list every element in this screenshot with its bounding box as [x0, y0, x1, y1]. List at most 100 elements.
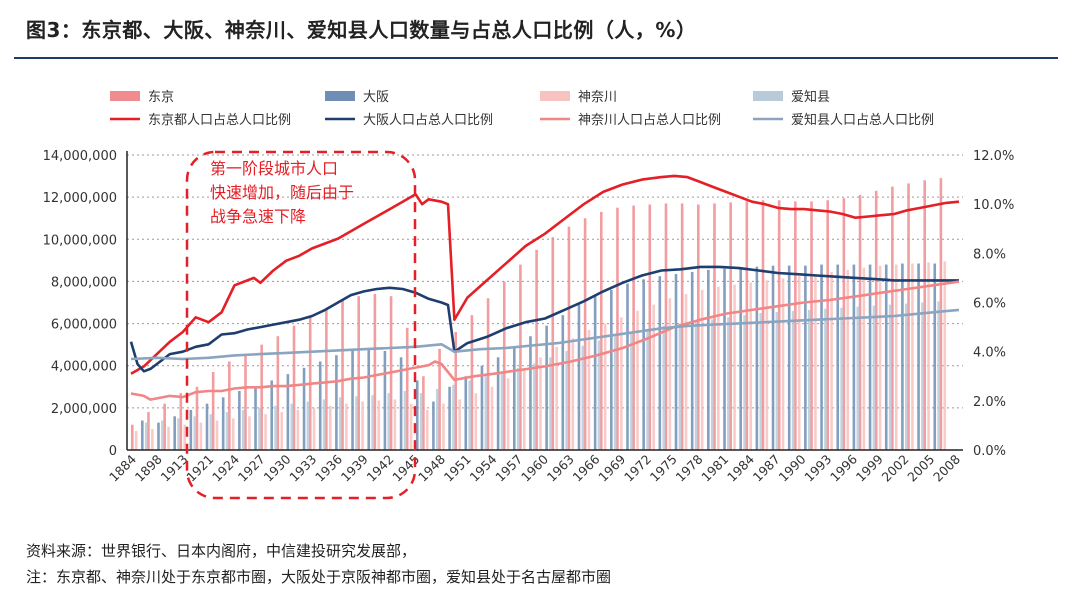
bar-kanagawa_bar [442, 403, 445, 450]
bar-kanagawa_bar [264, 414, 267, 450]
y-right-tick-label: 10.0% [973, 198, 1014, 213]
bar-osaka_bar [529, 336, 532, 450]
bar-osaka_bar [189, 409, 193, 450]
bar-aichi_bar [904, 303, 908, 450]
bar-tokyo_bar [713, 203, 716, 450]
x-tick-label: 1969 [595, 451, 628, 484]
bar-tokyo_bar [405, 327, 409, 450]
bar-osaka_bar [335, 355, 338, 450]
legend-label-osaka_line: 大阪人口占总人口比例 [363, 113, 493, 128]
bar-osaka_bar [723, 268, 726, 450]
bar-aichi_bar [193, 416, 197, 450]
bar-aichi_bar [338, 397, 342, 450]
bar-kanagawa_bar [830, 271, 833, 450]
bar-aichi_bar [241, 409, 245, 450]
bar-kanagawa_bar [911, 263, 914, 450]
y-right-tick-label: 0.0% [973, 444, 1006, 459]
bar-osaka_bar [836, 264, 840, 450]
bar-osaka_bar [286, 374, 290, 450]
bar-osaka_bar [464, 376, 468, 450]
x-tick-label: 2005 [904, 452, 937, 485]
bar-tokyo_bar [276, 336, 280, 450]
bar-kanagawa_bar [862, 267, 866, 450]
bar-aichi_bar [355, 396, 358, 450]
bar-tokyo_bar [923, 180, 927, 450]
bar-aichi_bar [727, 317, 730, 450]
bar-osaka_bar [270, 380, 274, 450]
bar-kanagawa_bar [328, 405, 332, 450]
bar-kanagawa_bar [458, 399, 461, 450]
bar-osaka_bar [787, 265, 791, 450]
bar-kanagawa_bar [167, 426, 170, 450]
bar-kanagawa_bar [717, 286, 720, 450]
bar-osaka_bar [399, 357, 403, 450]
line-aichi_line [130, 308, 960, 361]
bar-tokyo_bar [292, 325, 296, 450]
bar-aichi_bar [791, 310, 795, 450]
bar-tokyo_bar [939, 178, 943, 450]
bar-kanagawa_bar [523, 367, 526, 450]
bar-kanagawa_bar [280, 412, 284, 450]
bar-kanagawa_bar [151, 428, 154, 450]
x-tick-label: 1954 [467, 451, 500, 484]
bar-aichi_bar [468, 380, 471, 450]
bar-osaka_bar [545, 325, 548, 450]
x-tick-label: 1927 [235, 452, 268, 485]
bar-kanagawa_bar [506, 378, 510, 450]
y-right-tick-label: 12.0% [973, 149, 1014, 164]
bar-kanagawa_bar [312, 407, 316, 450]
x-tick-label: 1930 [261, 451, 294, 484]
bar-tokyo_bar [502, 281, 506, 450]
bar-kanagawa_bar [134, 431, 138, 450]
bar-tokyo_bar [341, 300, 344, 450]
y-left-tick-label: 4,000,000 [51, 360, 117, 375]
bar-tokyo_bar [697, 204, 700, 450]
x-tick-label: 1999 [853, 451, 886, 484]
bar-tokyo_bar [777, 200, 781, 450]
bar-osaka_bar [157, 422, 160, 450]
bar-aichi_bar [921, 302, 924, 450]
x-tick-label: 1898 [132, 451, 165, 484]
bar-kanagawa_bar [927, 262, 930, 450]
bar-tokyo_bar [325, 308, 328, 450]
gridlines [127, 154, 963, 409]
bar-kanagawa_bar [425, 409, 429, 450]
bar-aichi_bar [597, 340, 601, 450]
bar-osaka_bar [432, 401, 435, 450]
bar-kanagawa_bar [652, 304, 655, 450]
bar-osaka_bar [512, 346, 516, 450]
bar-osaka_bar [383, 350, 387, 450]
bar-aichi_bar [322, 399, 326, 450]
bar-tokyo_bar [842, 198, 846, 450]
bar-osaka_bar [658, 276, 662, 450]
bar-kanagawa_bar [603, 323, 607, 450]
y-right-tick-label: 8.0% [973, 247, 1006, 262]
bar-aichi_bar [403, 391, 407, 450]
x-tick-label: 1948 [415, 451, 448, 484]
bar-kanagawa_bar [814, 274, 817, 450]
x-tick-label: 1924 [209, 451, 242, 484]
line-series [129, 174, 960, 401]
bar-aichi_bar [840, 307, 843, 450]
annotation-text-line-3: 战争急速下降 [210, 207, 306, 226]
bar-tokyo_bar [583, 218, 587, 450]
bar-aichi_bar [484, 376, 488, 450]
bar-aichi_bar [306, 401, 310, 450]
bar-kanagawa_bar [474, 393, 478, 450]
bar-kanagawa_bar [571, 338, 575, 450]
x-tick-label: 1978 [673, 451, 706, 484]
bar-kanagawa_bar [199, 422, 203, 450]
bar-aichi_bar [759, 313, 763, 450]
bar-aichi_bar [872, 305, 876, 450]
x-tick-label: 1963 [544, 452, 577, 485]
bar-aichi_bar [500, 372, 504, 450]
legend-label-aichi_line: 爱知县人口占总人口比例 [791, 112, 934, 128]
bar-osaka_bar [173, 416, 176, 450]
x-tick-label: 1984 [724, 451, 757, 484]
bar-kanagawa_bar [733, 284, 736, 450]
bar-osaka_bar [804, 265, 807, 450]
bar-aichi_bar [290, 403, 294, 450]
bar-kanagawa_bar [797, 276, 801, 450]
bar-osaka_bar [820, 264, 823, 450]
legend-label-kanagawa_bar: 神奈川 [578, 90, 617, 105]
